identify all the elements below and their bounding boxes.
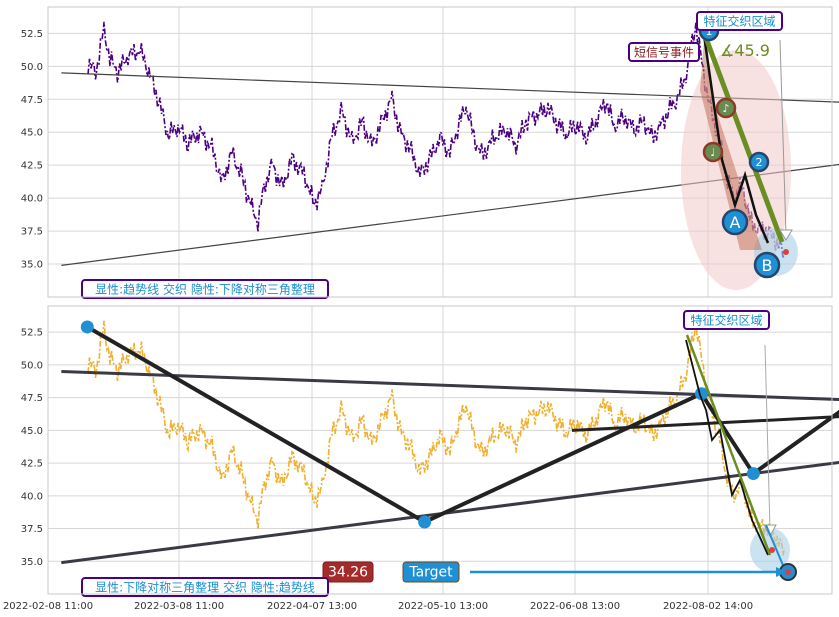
bottom-pattern-label-box <box>81 577 329 597</box>
bottom-zone-label: 特征交织区域 <box>683 310 770 330</box>
top-plot-frame <box>47 6 833 298</box>
green-arrow <box>685 334 772 556</box>
point-2 <box>748 151 770 173</box>
angle-label: ∡45.9 <box>720 41 770 60</box>
y-tick-label: 52.5 <box>21 328 43 339</box>
top-pattern-label-text: 显性:趋势线 交织 隐性:下降对称三角整理 <box>95 282 315 297</box>
bottom-zone-label-text: 特征交织区域 <box>690 313 762 328</box>
bottom-trendlines <box>61 369 839 565</box>
top-price-series <box>87 21 786 259</box>
pivot-point <box>746 467 760 481</box>
trendline <box>61 369 839 402</box>
thin-arrow <box>764 344 771 531</box>
signal-path <box>685 339 769 556</box>
green-arrow <box>700 29 785 243</box>
target-box: Target <box>402 561 460 583</box>
thin-arrow <box>779 39 787 236</box>
target-dot <box>783 249 789 255</box>
x-axis: 2022-02-08 11:00 2022-03-08 11:00 2022-04-… <box>3 601 753 612</box>
bottom-price-series <box>87 320 786 556</box>
top-zone-label-text: 特征交织区域 <box>703 14 775 29</box>
y-tick-label: 42.5 <box>21 161 43 172</box>
top-panel: 35.0 37.5 40.0 42.5 45.0 47.5 50.0 52.5 1 2 A B ♪ ♩ 特… <box>21 6 839 299</box>
point-B <box>753 251 781 279</box>
blue-arrow <box>765 524 786 571</box>
y-tick-label: 50.0 <box>21 360 43 371</box>
target-point-center <box>785 569 791 575</box>
x-tick-label: 2022-04-07 13:00 <box>267 601 357 612</box>
top-zone-label-box <box>696 11 783 31</box>
y-tick-label: 45.0 <box>21 426 43 437</box>
pattern-segment <box>85 324 427 524</box>
target-dot <box>769 547 775 553</box>
bottom-y-axis: 35.0 37.5 40.0 42.5 45.0 47.5 50.0 52.5 <box>21 328 43 568</box>
bottom-zone-label-box <box>683 310 770 330</box>
pattern-segment <box>699 391 756 476</box>
point-1-label: 1 <box>706 25 713 38</box>
target-arrow-head <box>776 567 786 577</box>
x-tick-label: 2022-05-10 13:00 <box>398 601 488 612</box>
point-B-label: B <box>762 256 773 275</box>
note-icon-label: ♪ <box>722 102 729 115</box>
bottom-grid <box>47 306 832 594</box>
bottom-plot-frame <box>47 305 833 595</box>
target-box-box <box>402 561 460 583</box>
y-tick-label: 35.0 <box>21 260 43 271</box>
bottom-signal-overlay: 特征交织区域 34.26 Target 显性:下降对称三角整理 交织 隐性:趋势线 <box>81 310 797 597</box>
y-tick-label: 35.0 <box>21 557 43 568</box>
y-tick-label: 47.5 <box>21 95 43 106</box>
bottom-pattern-label-text: 显性:下降对称三角整理 交织 隐性:趋势线 <box>95 580 315 595</box>
bottom-pattern-label: 显性:下降对称三角整理 交织 隐性:趋势线 <box>81 577 329 597</box>
price-value-box-text: 34.26 <box>328 565 368 581</box>
x-tick-label: 2022-03-08 11:00 <box>134 601 224 612</box>
price-value-box-box <box>322 561 374 583</box>
note-icon <box>715 97 737 119</box>
top-pattern-label-box <box>81 279 329 299</box>
bottom-panel: 35.0 37.5 40.0 42.5 45.0 47.5 50.0 52.5 2022-02… <box>3 305 839 612</box>
pattern-segment <box>422 391 704 524</box>
signal-event-label-box <box>628 42 700 62</box>
top-zone-label: 特征交织区域 <box>696 11 783 31</box>
note-icon-label: ♩ <box>710 146 715 159</box>
trendline <box>61 163 839 266</box>
arrow-head <box>779 229 793 241</box>
y-tick-label: 37.5 <box>21 524 43 535</box>
trendline <box>61 72 839 103</box>
x-tick-label: 2022-06-08 13:00 <box>530 601 620 612</box>
y-tick-label: 37.5 <box>21 227 43 238</box>
down-wedge <box>700 40 762 250</box>
y-tick-label: 40.0 <box>21 491 43 502</box>
trendline <box>61 460 839 565</box>
pivot-point <box>80 320 94 334</box>
point-2-label: 2 <box>756 156 763 169</box>
signal-event-label-text: 短信号事件 <box>634 46 694 60</box>
signal-path <box>702 34 770 244</box>
point-A-label: A <box>730 213 741 232</box>
zigzag-pattern <box>80 320 839 529</box>
x-tick-label: 2022-02-08 11:00 <box>3 601 93 612</box>
y-tick-label: 50.0 <box>21 62 43 73</box>
price-value-box: 34.26 <box>322 561 374 583</box>
y-tick-label: 40.0 <box>21 194 43 205</box>
pivot-point <box>418 515 432 529</box>
y-tick-label: 42.5 <box>21 459 43 470</box>
y-tick-label: 47.5 <box>21 393 43 404</box>
point-A <box>721 208 749 236</box>
pattern-segment <box>571 415 839 432</box>
signal-event-label: 短信号事件 <box>628 42 700 62</box>
x-tick-label: 2022-08-02 14:00 <box>663 601 753 612</box>
note-icon <box>702 141 724 163</box>
y-tick-label: 45.0 <box>21 128 43 139</box>
y-tick-label: 52.5 <box>21 29 43 40</box>
top-trendlines <box>61 72 839 266</box>
top-pattern-label: 显性:趋势线 交织 隐性:下降对称三角整理 <box>81 279 329 299</box>
top-y-axis: 35.0 37.5 40.0 42.5 45.0 47.5 50.0 52.5 <box>21 29 43 271</box>
target-box-text: Target <box>408 565 453 581</box>
